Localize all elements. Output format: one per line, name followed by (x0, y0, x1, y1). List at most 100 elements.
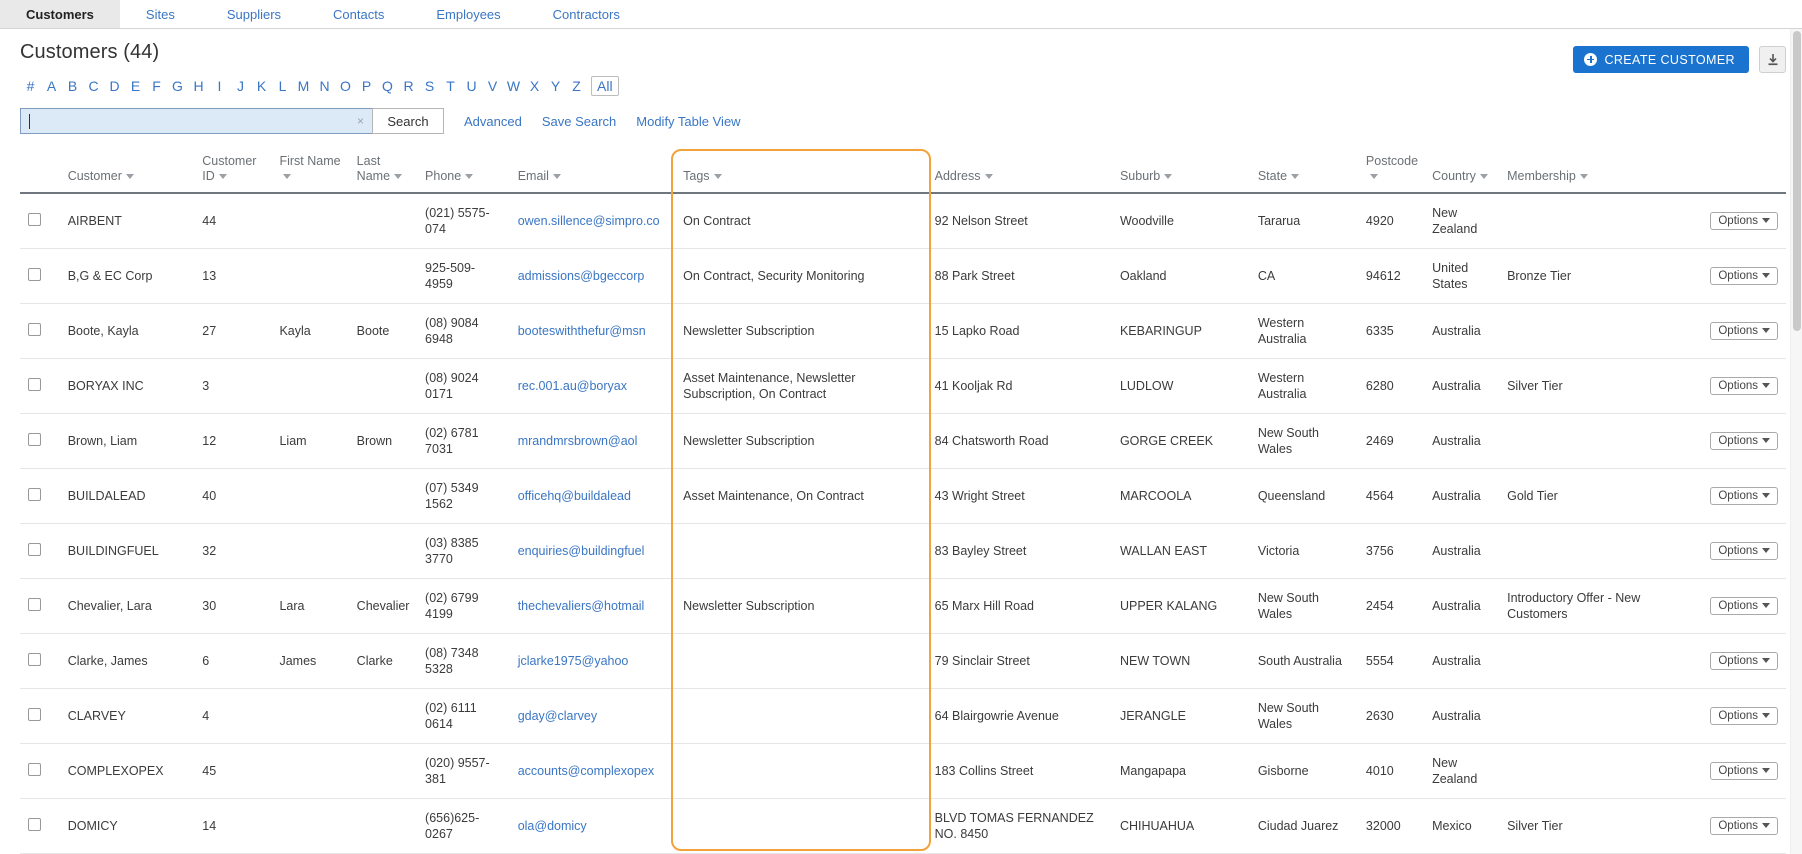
email-link[interactable]: enquiries@buildingfuel (517, 544, 645, 558)
row-options-button[interactable]: Options (1710, 542, 1778, 560)
email-link[interactable]: ola@domicy (517, 819, 587, 833)
email-link[interactable]: booteswiththefur@msn (517, 324, 646, 338)
tab-suppliers[interactable]: Suppliers (201, 0, 307, 28)
alpha-filter-q[interactable]: Q (382, 78, 393, 94)
row-options-button[interactable]: Options (1710, 707, 1778, 725)
row-checkbox[interactable] (28, 597, 41, 611)
scrollbar-thumb[interactable] (1793, 31, 1801, 331)
row-checkbox[interactable] (28, 322, 41, 336)
tab-contractors[interactable]: Contractors (527, 0, 646, 28)
email-link[interactable]: jclarke1975@yahoo (517, 654, 629, 668)
tab-employees[interactable]: Employees (410, 0, 526, 28)
sort-arrow-icon[interactable] (552, 174, 561, 180)
alpha-filter-w[interactable]: W (506, 78, 521, 94)
email-link[interactable]: officehq@buildalead (517, 489, 631, 503)
row-checkbox[interactable] (28, 267, 41, 281)
sort-arrow-icon[interactable] (394, 174, 403, 180)
table-row[interactable]: DOMICY 14 (656)625-0267 ola@domicy BLVD TOMA… (20, 798, 1786, 854)
alpha-filter-s[interactable]: S (424, 78, 435, 94)
row-options-button[interactable]: Options (1710, 267, 1778, 285)
sort-arrow-icon[interactable] (984, 174, 993, 180)
sort-arrow-icon[interactable] (713, 174, 722, 180)
column-header-suburb[interactable]: Suburb (1111, 154, 1250, 194)
alpha-filter-v[interactable]: V (487, 78, 498, 94)
column-header-address[interactable]: Address (926, 154, 1112, 194)
sort-arrow-icon[interactable] (218, 174, 227, 180)
tab-customers[interactable]: Customers (0, 0, 120, 28)
row-checkbox[interactable] (28, 432, 41, 446)
page-scrollbar[interactable] (1790, 29, 1802, 854)
alpha-filter-i[interactable]: I (217, 78, 222, 94)
alpha-filter-y[interactable]: Y (550, 78, 561, 94)
row-checkbox[interactable] (28, 487, 41, 501)
clear-search-icon[interactable]: × (356, 114, 364, 128)
email-link[interactable]: thechevaliers@hotmail (517, 599, 645, 613)
modify-table-view-link[interactable]: Modify Table View (636, 113, 741, 129)
sort-arrow-icon[interactable] (1479, 174, 1488, 180)
email-link[interactable]: mrandmrsbrown@aol (517, 434, 638, 448)
alpha-filter-d[interactable]: D (109, 78, 120, 94)
advanced-search-link[interactable]: Advanced (464, 113, 522, 129)
alpha-filter-f[interactable]: F (152, 78, 161, 94)
column-header-tags[interactable]: Tags (675, 154, 927, 194)
alpha-filter-u[interactable]: U (466, 78, 477, 94)
table-row[interactable]: BORYAX INC 3 (08) 9024 0171 rec.001.au@bory… (20, 358, 1786, 414)
row-options-button[interactable]: Options (1710, 432, 1778, 450)
table-row[interactable]: COMPLEXOPEX 45 (020) 9557-381 accounts@comp… (20, 743, 1786, 799)
row-options-button[interactable]: Options (1710, 377, 1778, 395)
table-row[interactable]: Boote, Kayla 27 Kayla Boote (08) 9084 6948 bo… (20, 303, 1786, 359)
email-link[interactable]: gday@clarvey (517, 709, 598, 723)
sort-arrow-icon[interactable] (1579, 174, 1588, 180)
row-options-button[interactable]: Options (1710, 652, 1778, 670)
tab-contacts[interactable]: Contacts (307, 0, 410, 28)
alpha-filter-h[interactable]: H (193, 78, 204, 94)
alpha-filter-n[interactable]: N (319, 78, 330, 94)
table-row[interactable]: Chevalier, Lara 30 Lara Chevalier (02) 6799 … (20, 578, 1786, 634)
column-header-id[interactable]: Customer ID (194, 154, 272, 194)
column-header-customer[interactable]: Customer (59, 154, 195, 194)
table-row[interactable]: Clarke, James 6 James Clarke (08) 7348 5328 j… (20, 633, 1786, 689)
alpha-filter-p[interactable]: P (361, 78, 372, 94)
row-checkbox[interactable] (28, 212, 41, 226)
table-row[interactable]: B,G & EC Corp 13 925-509-4959 admissions@bg… (20, 248, 1786, 304)
table-row[interactable]: Brown, Liam 12 Liam Brown (02) 6781 7031 mran… (20, 413, 1786, 469)
sort-arrow-icon[interactable] (1164, 174, 1173, 180)
column-header-membership[interactable]: Membership (1499, 154, 1665, 194)
alpha-filter-k[interactable]: K (256, 78, 267, 94)
row-checkbox[interactable] (28, 762, 41, 776)
table-row[interactable]: BUILDINGFUEL 32 (03) 8385 3770 enquiries@bu… (20, 523, 1786, 579)
alpha-filter-o[interactable]: O (340, 78, 351, 94)
sort-arrow-icon[interactable] (1291, 174, 1300, 180)
table-row[interactable]: BUILDALEAD 40 (07) 5349 1562 officehq@build… (20, 468, 1786, 524)
alpha-filter-l[interactable]: L (278, 78, 287, 94)
row-options-button[interactable]: Options (1710, 487, 1778, 505)
alpha-filter-r[interactable]: R (403, 78, 414, 94)
alpha-filter-g[interactable]: G (172, 78, 183, 94)
alpha-filter-m[interactable]: M (297, 78, 310, 94)
alpha-filter-b[interactable]: B (67, 78, 78, 94)
email-link[interactable]: accounts@complexopex (517, 764, 655, 778)
save-search-link[interactable]: Save Search (541, 113, 617, 129)
row-checkbox[interactable] (28, 707, 41, 721)
table-row[interactable]: CLARVEY 4 (02) 6111 0614 gday@clarvey 64 Bla… (20, 688, 1786, 744)
alpha-filter-z[interactable]: Z (572, 78, 581, 94)
export-button[interactable] (1759, 46, 1786, 73)
column-header-postcode[interactable]: Postcode (1357, 154, 1425, 194)
column-header-email[interactable]: Email (509, 154, 676, 194)
row-checkbox[interactable] (28, 817, 41, 831)
alpha-filter-all[interactable]: All (591, 76, 619, 96)
create-customer-button[interactable]: CREATE CUSTOMER (1573, 46, 1749, 73)
alpha-filter-a[interactable]: A (46, 78, 57, 94)
row-options-button[interactable]: Options (1710, 762, 1778, 780)
alpha-filter-x[interactable]: X (529, 78, 540, 94)
email-link[interactable]: admissions@bgeccorp (517, 269, 645, 283)
row-checkbox[interactable] (28, 652, 41, 666)
row-options-button[interactable]: Options (1710, 212, 1778, 230)
column-header-state[interactable]: State (1249, 154, 1358, 194)
sort-arrow-icon[interactable] (465, 174, 474, 180)
row-options-button[interactable]: Options (1710, 817, 1778, 835)
search-input[interactable]: × (20, 108, 372, 134)
alpha-filter-hash[interactable]: # (26, 78, 35, 94)
row-options-button[interactable]: Options (1710, 597, 1778, 615)
sort-arrow-icon[interactable] (125, 174, 134, 180)
